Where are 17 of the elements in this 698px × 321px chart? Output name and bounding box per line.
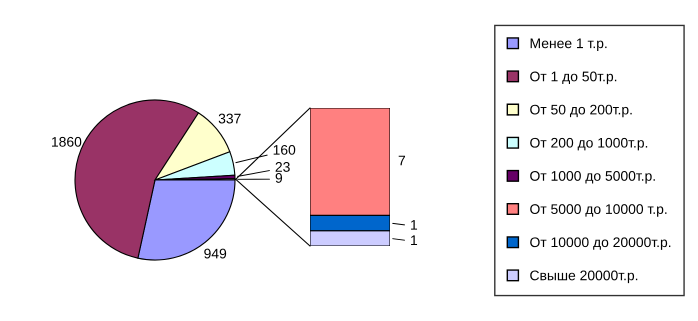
data-label: 160 — [274, 144, 296, 155]
legend-label: От 200 до 1000т.р. — [530, 138, 648, 150]
legend-label: От 1 до 50т.р. — [530, 72, 616, 84]
data-label: 7 — [398, 156, 406, 166]
text: Свыше 20000т.р. — [530, 270, 638, 284]
data-label: 1 — [411, 220, 418, 230]
data-label: 9 — [276, 173, 282, 183]
data-label: 23 — [276, 162, 290, 172]
data-label: 1 — [411, 235, 418, 245]
data-label: 1860 — [52, 136, 82, 147]
data-label: 337 — [218, 114, 241, 124]
data-label: 949 — [204, 248, 226, 259]
legend-label: От 1000 до 5000т.р. — [530, 171, 655, 184]
text: От 5000 до 10000 т.р. — [530, 204, 666, 217]
legend-label: От 50 до 200т.р. — [530, 104, 632, 118]
text: От 10000 до 20000т.р. — [530, 237, 670, 250]
legend-label: Менее 1 т.р. — [530, 38, 607, 51]
